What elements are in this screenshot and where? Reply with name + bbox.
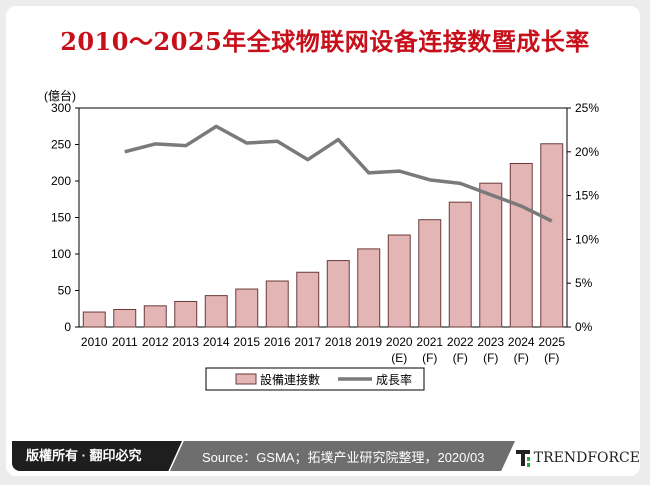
bar (296, 271, 320, 328)
legend-bar-swatch (235, 373, 257, 385)
bar (113, 308, 137, 328)
x-tick-label: 2022 (447, 335, 474, 349)
y-tick-label: 300 (51, 101, 71, 115)
bar (204, 295, 228, 328)
copyright-label: 版權所有 · 翻印必究 (12, 441, 182, 471)
x-tick-label: 2024 (508, 335, 535, 349)
bar (174, 300, 198, 328)
y-tick-label: 0 (64, 320, 71, 334)
bar (82, 311, 106, 328)
x-tick-note: (F) (514, 351, 529, 365)
x-tick-label: 2014 (203, 335, 230, 349)
x-tick-label: 2013 (172, 335, 199, 349)
y-tick-label: 50 (58, 284, 72, 298)
y-tick-label: 150 (51, 211, 71, 225)
x-tick-label: 2016 (264, 335, 291, 349)
source-label: Source：GSMA；拓墣产业研究院整理，2020/03 (170, 441, 515, 471)
x-tick-note: (F) (453, 351, 468, 365)
bar (265, 280, 289, 328)
trendforce-logo-text: TRENDFORCE (533, 450, 640, 466)
y2-tick-label: 5% (575, 276, 593, 290)
y-tick-label: 200 (51, 174, 71, 188)
x-tick-label: 2017 (294, 335, 321, 349)
legend-line-label: 成長率 (376, 372, 412, 387)
x-tick-label: 2020 (386, 335, 413, 349)
y2-tick-label: 15% (575, 189, 599, 203)
bar (326, 260, 350, 328)
x-tick-note: (E) (391, 351, 407, 365)
x-tick-label: 2019 (355, 335, 382, 349)
x-tick-label: 2018 (325, 335, 352, 349)
x-tick-label: 2021 (416, 335, 443, 349)
bar (540, 143, 564, 328)
y-tick-label: 100 (51, 247, 71, 261)
bar (418, 219, 442, 328)
trendforce-logo-icon (516, 450, 530, 467)
bar (448, 201, 472, 328)
x-tick-note: (F) (422, 351, 437, 365)
bar (143, 305, 167, 328)
bar (357, 248, 381, 328)
y-tick-label: 250 (51, 138, 71, 152)
bar (509, 162, 533, 328)
x-tick-label: 2015 (233, 335, 260, 349)
y-axis-label: (億台) (44, 88, 76, 103)
x-tick-note: (F) (544, 351, 559, 365)
y2-tick-label: 10% (575, 232, 599, 246)
legend-bar-label: 設備連接數 (260, 372, 320, 387)
x-tick-label: 2012 (142, 335, 169, 349)
x-tick-label: 2023 (477, 335, 504, 349)
x-tick-note: (F) (483, 351, 498, 365)
x-tick-label: 2025 (538, 335, 565, 349)
chart-panel (6, 6, 640, 476)
y2-tick-label: 0% (575, 320, 593, 334)
x-tick-label: 2011 (112, 335, 138, 349)
chart-title: 2010～2025年全球物联网设备连接数暨成长率 (60, 27, 590, 56)
legend-box (205, 367, 425, 391)
bar (235, 288, 259, 328)
y2-tick-label: 20% (575, 145, 599, 159)
x-tick-label: 2010 (81, 335, 108, 349)
y2-tick-label: 25% (575, 101, 599, 115)
trendforce-logo: TRENDFORCE (516, 444, 640, 472)
bar (387, 234, 411, 328)
bar (479, 182, 503, 328)
